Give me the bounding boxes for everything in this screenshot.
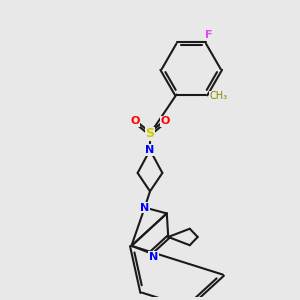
Text: N: N (146, 145, 154, 155)
Text: F: F (205, 30, 213, 40)
Text: O: O (130, 116, 140, 126)
Text: N: N (149, 252, 158, 262)
Text: CH₃: CH₃ (209, 91, 227, 101)
Text: O: O (160, 116, 170, 126)
Text: N: N (140, 202, 149, 212)
Text: S: S (146, 127, 154, 140)
